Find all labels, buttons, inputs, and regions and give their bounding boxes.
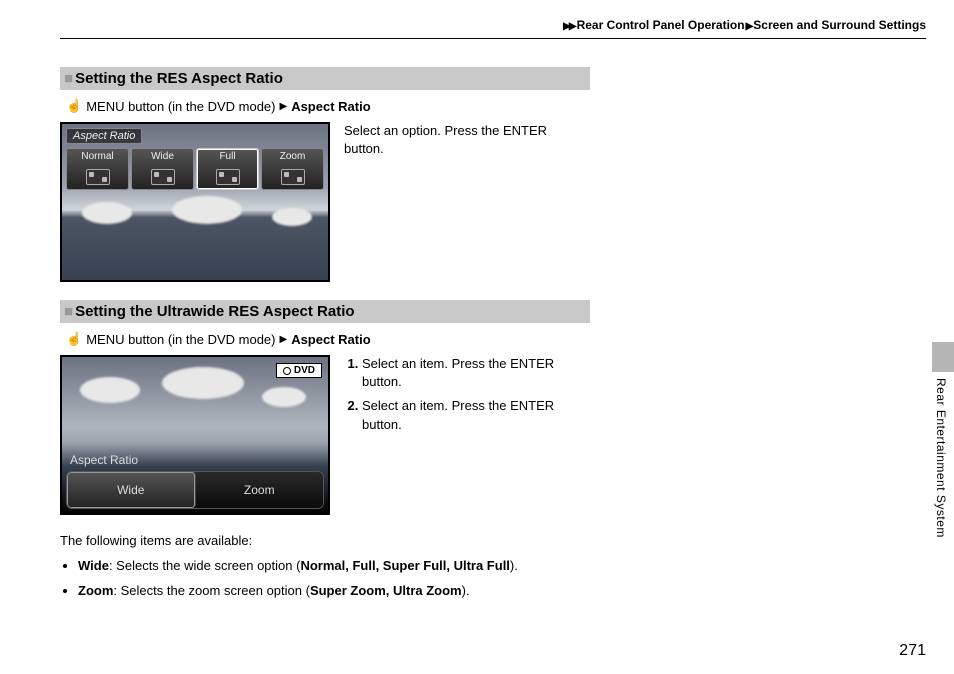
menu-prefix: MENU button (in the DVD mode) bbox=[86, 332, 275, 347]
aspect-wide-button[interactable]: Wide bbox=[131, 148, 194, 190]
tab-wide[interactable]: Wide bbox=[67, 472, 196, 508]
bullet-wide: Wide: Selects the wide screen option (No… bbox=[78, 556, 590, 577]
aspect-ratio-label: Aspect Ratio bbox=[66, 128, 142, 144]
square-icon: ■ bbox=[64, 303, 73, 320]
page-number: 271 bbox=[899, 642, 926, 660]
section2-heading: ■ Setting the Ultrawide RES Aspect Ratio bbox=[60, 300, 590, 323]
menu-target: Aspect Ratio bbox=[291, 332, 370, 347]
bullet-zoom: Zoom: Selects the zoom screen option (Su… bbox=[78, 581, 590, 602]
menu-prefix: MENU button (in the DVD mode) bbox=[86, 99, 275, 114]
aspect-normal-button[interactable]: Normal bbox=[66, 148, 129, 190]
tab-zoom[interactable]: Zoom bbox=[196, 472, 324, 508]
aspect-zoom-button[interactable]: Zoom bbox=[261, 148, 324, 190]
side-tab bbox=[932, 342, 954, 372]
hand-icon: ☝ bbox=[66, 331, 82, 347]
section2-title: Setting the Ultrawide RES Aspect Ratio bbox=[75, 303, 355, 320]
section1-title: Setting the RES Aspect Ratio bbox=[75, 70, 283, 87]
section1-menu-path: ☝ MENU button (in the DVD mode) ▶ Aspect… bbox=[66, 98, 590, 114]
hand-icon: ☝ bbox=[66, 98, 82, 114]
square-icon: ■ bbox=[64, 70, 73, 87]
breadcrumb-seg2: Screen and Surround Settings bbox=[753, 18, 926, 32]
chevron-icon: ▶▶ bbox=[563, 21, 574, 32]
side-section-label: Rear Entertainment System bbox=[934, 378, 948, 538]
aspect-ratio-label: Aspect Ratio bbox=[70, 453, 138, 467]
breadcrumb: ▶▶Rear Control Panel Operation▶Screen an… bbox=[60, 18, 926, 39]
section1-screenshot: Aspect Ratio Normal Wide Full Zoom bbox=[60, 122, 330, 282]
triangle-icon: ▶ bbox=[279, 101, 287, 112]
dvd-badge: DVD bbox=[276, 363, 322, 378]
step-1: Select an item. Press the ENTER button. bbox=[362, 355, 590, 391]
section2-steps: Select an item. Press the ENTER button. … bbox=[344, 355, 590, 434]
section1-desc: Select an option. Press the ENTER button… bbox=[344, 122, 590, 158]
step-2: Select an item. Press the ENTER button. bbox=[362, 397, 590, 433]
chevron-icon: ▶ bbox=[746, 21, 752, 32]
menu-target: Aspect Ratio bbox=[291, 99, 370, 114]
triangle-icon: ▶ bbox=[279, 334, 287, 345]
section2-menu-path: ☝ MENU button (in the DVD mode) ▶ Aspect… bbox=[66, 331, 590, 347]
section1-heading: ■ Setting the RES Aspect Ratio bbox=[60, 67, 590, 90]
aspect-full-button[interactable]: Full bbox=[196, 148, 259, 190]
breadcrumb-seg1: Rear Control Panel Operation bbox=[577, 18, 745, 32]
following-text: The following items are available: bbox=[60, 533, 590, 548]
section2-screenshot: DVD Aspect Ratio Wide Zoom bbox=[60, 355, 330, 515]
bullet-list: Wide: Selects the wide screen option (No… bbox=[78, 556, 590, 602]
disc-icon bbox=[283, 367, 291, 375]
